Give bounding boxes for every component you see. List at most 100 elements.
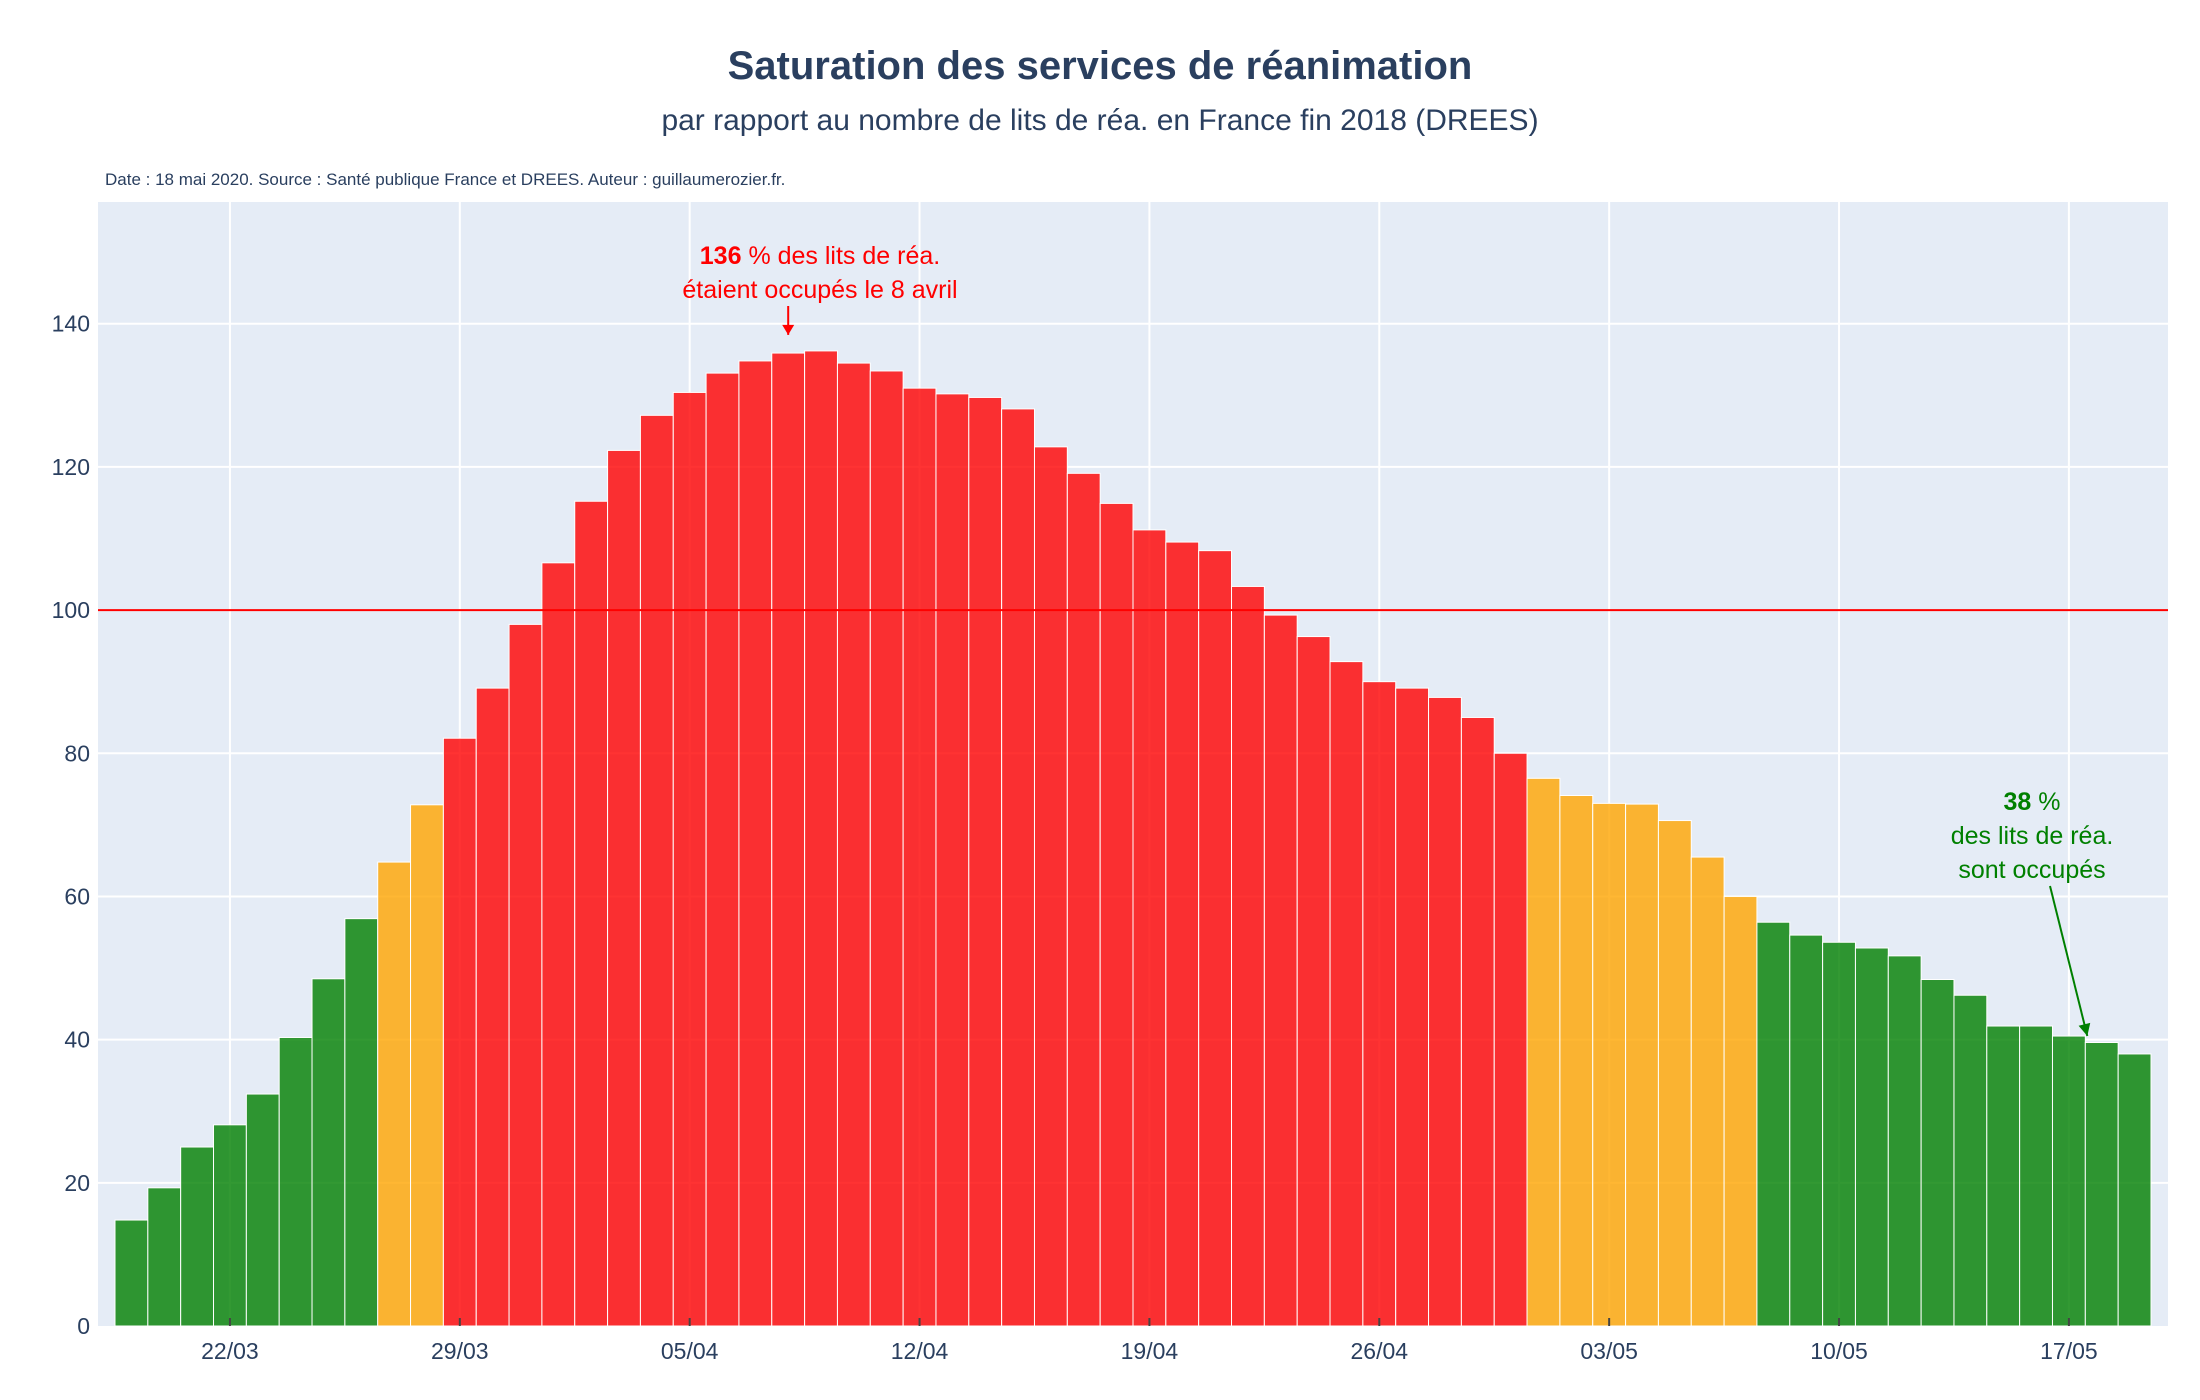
x-tick-label: 22/03 <box>201 1338 259 1364</box>
bar <box>1887 955 1922 1327</box>
y-tick-label: 60 <box>64 883 90 909</box>
bar <box>1526 777 1561 1327</box>
bar <box>1493 752 1528 1327</box>
bar <box>574 500 609 1327</box>
x-tick-label: 03/05 <box>1580 1338 1638 1364</box>
bar <box>344 918 379 1327</box>
bar <box>1033 446 1068 1327</box>
bar <box>311 978 346 1327</box>
last-annotation-line1: 38 % <box>2004 788 2061 816</box>
bar <box>1132 529 1167 1327</box>
bar <box>278 1036 313 1327</box>
bar <box>442 737 477 1327</box>
bar <box>1460 716 1495 1327</box>
y-tick-label: 80 <box>64 740 90 766</box>
bar <box>410 804 444 1327</box>
last-annotation-value: 38 <box>2004 788 2032 816</box>
bar <box>705 372 740 1327</box>
peak-annotation-value: 136 <box>700 242 742 270</box>
last-arrow-shaft <box>2049 885 2089 1037</box>
bar <box>2019 1025 2053 1327</box>
bar <box>935 393 970 1327</box>
bar <box>245 1093 280 1327</box>
bar <box>1625 803 1659 1327</box>
bar <box>1592 802 1627 1327</box>
bar <box>672 391 707 1327</box>
x-tick-label: 05/04 <box>661 1338 719 1364</box>
bar <box>1263 614 1298 1327</box>
last-arrow-head <box>2078 1022 2091 1036</box>
bar <box>1953 994 1988 1327</box>
source-note: Date : 18 mai 2020. Source : Santé publi… <box>105 170 786 189</box>
bar <box>2051 1035 2086 1327</box>
bar <box>738 360 773 1327</box>
bar <box>1657 820 1692 1327</box>
x-tick-label: 19/04 <box>1121 1338 1179 1364</box>
bar <box>377 861 412 1327</box>
y-tick-label: 20 <box>64 1170 90 1196</box>
bar <box>1428 696 1462 1327</box>
bar <box>1066 472 1101 1327</box>
bar <box>541 562 576 1327</box>
bar <box>1723 895 1758 1327</box>
bar <box>147 1187 182 1327</box>
bar <box>180 1146 215 1327</box>
chart-subtitle: par rapport au nombre de lits de réa. en… <box>661 104 1539 137</box>
bar <box>1756 921 1791 1327</box>
peak-annotation-line2: étaient occupés le 8 avril <box>682 276 957 304</box>
y-tick-label: 100 <box>52 597 90 623</box>
bar <box>771 352 806 1327</box>
bar <box>1362 681 1397 1327</box>
bar <box>508 623 543 1327</box>
y-axis: 0 20 40 60 80 100 120 140 <box>52 311 90 1339</box>
bar <box>1001 408 1035 1327</box>
bar <box>1395 687 1430 1327</box>
y-tick-label: 40 <box>64 1027 90 1053</box>
bars <box>114 350 2152 1327</box>
peak-annotation-text: % des lits de réa. <box>742 242 941 270</box>
x-tick-label: 10/05 <box>1810 1338 1868 1364</box>
bar <box>1198 550 1233 1327</box>
last-annotation-arrow <box>2049 885 2091 1037</box>
bar <box>836 362 871 1327</box>
x-tick-label: 17/05 <box>2040 1338 2098 1364</box>
chart-title: Saturation des services de réanimation <box>727 44 1473 88</box>
x-tick-label: 12/04 <box>891 1338 949 1364</box>
bar <box>1986 1025 2021 1327</box>
bar <box>114 1219 149 1327</box>
bar <box>1854 947 1889 1327</box>
bar <box>475 687 510 1327</box>
bar <box>1329 661 1364 1327</box>
bar <box>2117 1053 2152 1327</box>
last-annotation-line2: des lits de réa. <box>1951 822 2114 850</box>
bar <box>1920 978 1955 1327</box>
peak-arrow-head <box>782 324 795 335</box>
y-tick-label: 140 <box>52 311 90 337</box>
bar <box>639 414 674 1327</box>
bar <box>902 387 937 1327</box>
peak-annotation-arrow <box>782 306 795 335</box>
bar <box>1789 934 1824 1327</box>
bar <box>1296 636 1331 1327</box>
last-annotation-text: % <box>2031 788 2060 816</box>
x-axis: 22/03 29/03 05/04 12/04 19/04 26/04 03/05 10/05… <box>201 1318 2098 1364</box>
bar <box>1690 856 1725 1327</box>
bar <box>804 350 838 1327</box>
bar <box>1231 585 1265 1327</box>
bar <box>607 449 641 1327</box>
bar <box>869 370 904 1327</box>
x-tick-label: 29/03 <box>431 1338 489 1364</box>
y-tick-label: 0 <box>77 1313 90 1339</box>
bar <box>1822 941 1856 1327</box>
bar <box>213 1124 247 1327</box>
x-tick-label: 26/04 <box>1351 1338 1409 1364</box>
bar <box>1559 795 1594 1327</box>
last-annotation-line3: sont occupés <box>1958 856 2105 884</box>
bar <box>2084 1041 2119 1327</box>
bar <box>1165 541 1200 1327</box>
y-tick-label: 120 <box>52 454 90 480</box>
peak-annotation-line1: 136 % des lits de réa. <box>700 242 940 270</box>
bar <box>1099 502 1134 1327</box>
bar <box>968 396 1003 1327</box>
